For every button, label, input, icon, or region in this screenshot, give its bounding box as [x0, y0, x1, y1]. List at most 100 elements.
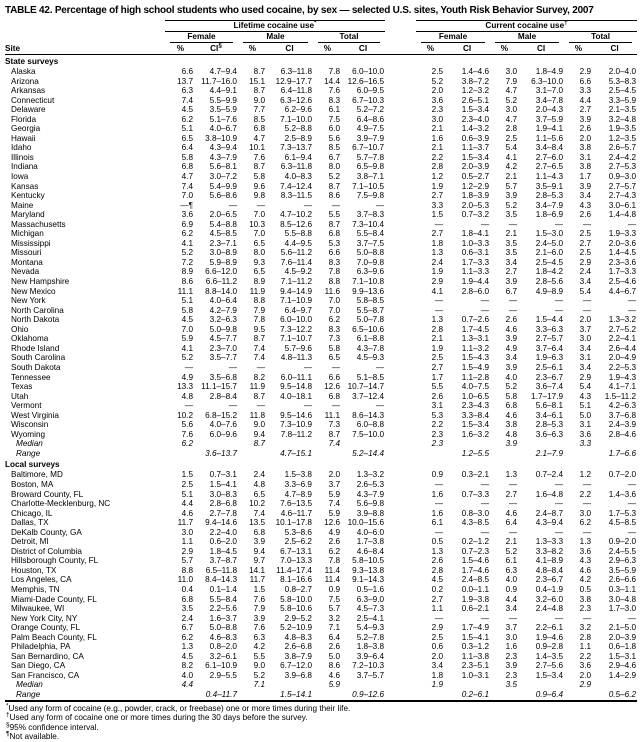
- site-cell: Hawaii: [11, 133, 36, 143]
- ci-cell: 3.4–6.1: [535, 410, 564, 420]
- pct-header: %: [564, 43, 593, 55]
- ci-cell: 3.5–5.9: [608, 565, 637, 575]
- pct-cell: —: [434, 305, 444, 315]
- pct-cell: 8.3: [328, 95, 340, 105]
- pct-cell: 0.4: [181, 584, 193, 594]
- pct-cell: 2.4: [253, 470, 265, 480]
- ci-cell: 1.1–2.8: [461, 372, 490, 382]
- ci-cell: 2.3–4.3: [461, 401, 490, 411]
- pct-cell: 8.7: [253, 86, 265, 96]
- pct-cell: 6.6: [579, 76, 592, 86]
- ci-cell: 1.1–3.3: [461, 267, 490, 277]
- ci-cell: 1.2–3.5: [608, 133, 637, 143]
- table-row: San Bernardino, CA 4.5 3.2–6.1 5.5 3.8–7.9 5.…: [5, 652, 637, 662]
- table-row: Maryland 3.6 2.0–6.5 7.0 4.7–10.2 5.5 3.7–8.3 1…: [5, 210, 637, 220]
- pct-cell: 1.7: [431, 372, 444, 382]
- ci-cell: 4.5–8.5: [608, 518, 637, 528]
- pct-cell: 1.5: [431, 210, 444, 220]
- table-row: Wyoming 7.6 6.0–9.6 9.4 7.8–11.2 8.7 7.5–10.0 2…: [5, 430, 637, 440]
- pct-cell: —: [582, 613, 592, 623]
- pct-cell: 2.0: [579, 133, 592, 143]
- table-row: Boston, MA 2.5 1.5–4.1 4.8 3.3–6.9 3.7 2.6–5.3…: [5, 480, 637, 490]
- ci-header: CI: [518, 43, 565, 55]
- ci-cell: 8.3–11.5: [280, 191, 312, 201]
- column-gap-cell: [385, 690, 416, 701]
- ci-cell: 1.7–3.3: [461, 257, 490, 267]
- pct-cell: 9.4: [253, 546, 265, 556]
- table-header: Site Lifetime cocaine use* Current cocai…: [5, 20, 638, 55]
- pct-cell: 2.3: [431, 105, 444, 115]
- ci-cell: —: [627, 499, 637, 509]
- pct-cell: 5.8: [328, 343, 340, 353]
- ci-cell: 1.2–5.5: [461, 448, 490, 458]
- ci-cell: 1.3–3.1: [461, 334, 490, 344]
- pct-cell: 6.5: [253, 238, 265, 248]
- ci-cell: 10.1–17.8: [275, 518, 312, 528]
- pct-cell: 4.8: [253, 479, 265, 489]
- ci-cell: 2.5–4.5: [608, 86, 637, 96]
- ci-cell: 4.4–9.1: [209, 86, 237, 96]
- table-row: Median 6.2 8.7 7.4 2.3 3.9 3.3: [5, 439, 637, 449]
- ci-cell: 2.2–5.3: [608, 362, 637, 372]
- pct-cell: 3.6: [579, 661, 592, 671]
- column-gap-cell: [385, 680, 416, 690]
- ci-cell: 9.5–14.6: [280, 410, 312, 420]
- table-row: Hawaii 6.5 3.8–10.9 4.7 2.5–8.9 5.6 3.9–7.9 1.6…: [5, 134, 637, 144]
- pct-cell: 6.8: [253, 124, 265, 134]
- table-row: Dallas, TX 11.7 9.4–14.6 13.5 10.1–17.8 12.6 1…: [5, 518, 637, 528]
- ci-cell: 2.7–5.7: [535, 334, 564, 344]
- ci-cell: 2.6–6.6: [608, 575, 637, 585]
- pct-cell: 2.4: [431, 257, 444, 267]
- table-row: New Hampshire 8.6 6.6–11.2 8.9 7.1–11.2 8.8 7.…: [5, 277, 637, 287]
- pct-cell: 2.8: [431, 324, 444, 334]
- pct-cell: [238, 449, 266, 459]
- ci-cell: 6.3–9.0: [356, 594, 385, 604]
- table-row: Arizona 13.7 11.7–16.0 15.1 12.9–17.7 14.4 12.…: [5, 77, 637, 87]
- pct-cell: 6.2: [181, 114, 193, 124]
- table-row: Rhode Island 4.1 2.3–7.0 7.4 5.7–9.6 5.8 4.3–7…: [5, 344, 637, 354]
- ci-cell: 2.0–3.9: [608, 632, 637, 642]
- ci-cell: 4.2–6.3: [608, 401, 637, 411]
- ci-cell: 4.7–8.9: [284, 489, 312, 499]
- pct-cell: —: [331, 401, 340, 411]
- pct-cell: 1.2: [431, 172, 444, 182]
- ci-cell: 4.3–7.9: [209, 152, 237, 162]
- table-row: West Virginia 10.2 6.8–15.2 11.8 9.5–14.6 11.…: [5, 411, 637, 421]
- ci-cell: 5.4–8.8: [209, 219, 237, 229]
- pct-cell: 2.6: [579, 210, 592, 220]
- column-gap-cell: [385, 470, 416, 480]
- pct-cell: 2.6: [431, 556, 444, 566]
- ci-cell: 1.6–3.2: [461, 429, 490, 439]
- pct-cell: —: [331, 200, 340, 210]
- pct-cell: 3.8: [505, 420, 518, 430]
- pct-cell: —: [582, 296, 592, 306]
- ci-cell: 5.5–9.9: [209, 95, 237, 105]
- pct-cell: 10.3: [249, 219, 265, 229]
- ci-cell: 3.5–7.7: [209, 353, 237, 363]
- ci-cell: 3.2–6.0: [535, 594, 564, 604]
- pct-cell: 4.3: [579, 556, 592, 566]
- column-gap-cell: [385, 229, 416, 239]
- pct-cell: 1.3: [579, 537, 592, 547]
- site-cell: Tennessee: [11, 372, 51, 382]
- column-gap-cell: [385, 518, 416, 528]
- ci-cell: 10.0–15.6: [347, 518, 385, 528]
- ci-cell: 2.7–5.3: [608, 162, 637, 172]
- pct-cell: 3.4: [579, 277, 592, 287]
- ci-cell: 2.5–6.2: [284, 537, 312, 547]
- table-row: Missouri 5.2 3.0–8.9 8.0 5.6–11.2 6.6 5.0–8.8 1…: [5, 248, 637, 258]
- pct-cell: 4.3: [579, 200, 592, 210]
- pct-cell: 5.4: [579, 382, 592, 392]
- table-row: Delaware 4.5 3.5–5.9 7.7 6.2–9.6 6.1 5.2–7.2 2.…: [5, 105, 637, 115]
- site-cell: Montana: [11, 257, 43, 267]
- pct-cell: 2.6: [328, 537, 340, 547]
- ci-cell: 2.4–8.5: [461, 575, 490, 585]
- pct-cell: —: [331, 362, 340, 372]
- pct-cell: 7.4: [181, 95, 193, 105]
- ci-cell: 3.7–5.7: [356, 670, 385, 680]
- ci-cell: —: [480, 219, 490, 229]
- ci-cell: [518, 439, 564, 449]
- pct-header: %: [165, 43, 194, 55]
- ci-cell: 5.6–8.1: [209, 162, 237, 172]
- pct-cell: 2.7: [431, 362, 444, 372]
